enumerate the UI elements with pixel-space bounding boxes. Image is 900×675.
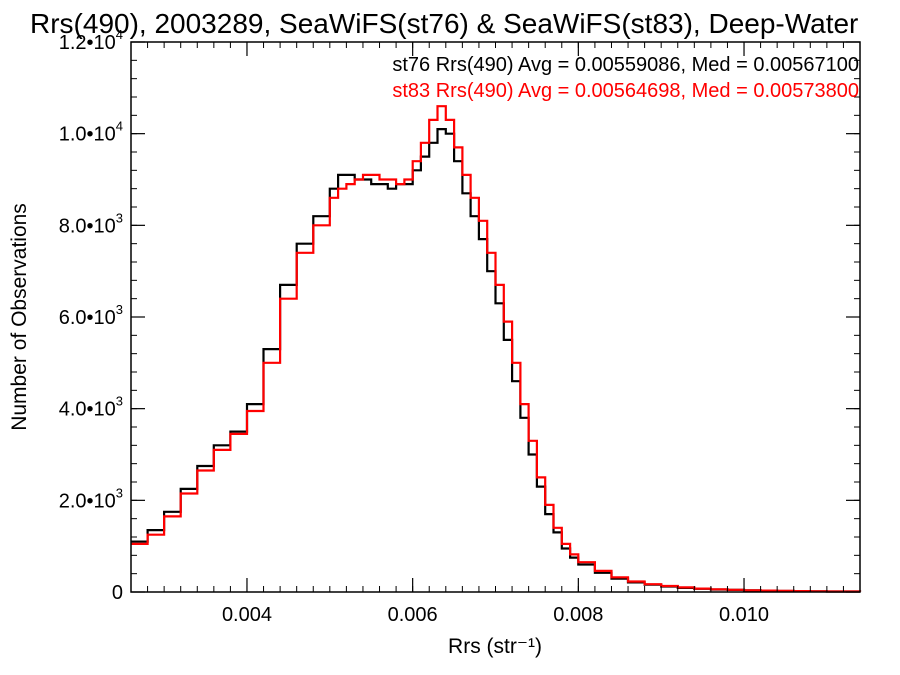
annotation-st76: st76 Rrs(490) Avg = 0.00559086, Med = 0.…: [392, 54, 859, 76]
y-axis: 0 2.0•103 4.0•103 6.0•103 8.0•103 1.0•104 1.2•…: [59, 27, 860, 604]
x-tick-label: 0.008: [553, 604, 603, 626]
y-tick-label: 6.0•103: [59, 302, 123, 329]
y-tick-label: 1.0•104: [59, 119, 123, 146]
x-axis: 0.004 0.006 0.008 0.010: [130, 42, 861, 626]
y-tick-label: 2.0•103: [59, 485, 123, 512]
y-tick-label: 8.0•103: [59, 210, 123, 237]
y-tick-label: 1.2•104: [59, 27, 123, 54]
x-axis-title: Rrs (str⁻¹): [448, 635, 542, 658]
y-tick-label: 4.0•103: [59, 394, 123, 421]
x-tick-label: 0.010: [719, 604, 769, 626]
y-axis-title: Number of Observations: [8, 203, 31, 431]
x-tick-label: 0.004: [222, 604, 272, 626]
annotation-st83: st83 Rrs(490) Avg = 0.00564698, Med = 0.…: [392, 80, 859, 102]
x-tick-label: 0.006: [388, 604, 438, 626]
chart-title: Rrs(490), 2003289, SeaWiFS(st76) & SeaWi…: [30, 8, 858, 39]
y-tick-label: 0: [112, 582, 123, 604]
